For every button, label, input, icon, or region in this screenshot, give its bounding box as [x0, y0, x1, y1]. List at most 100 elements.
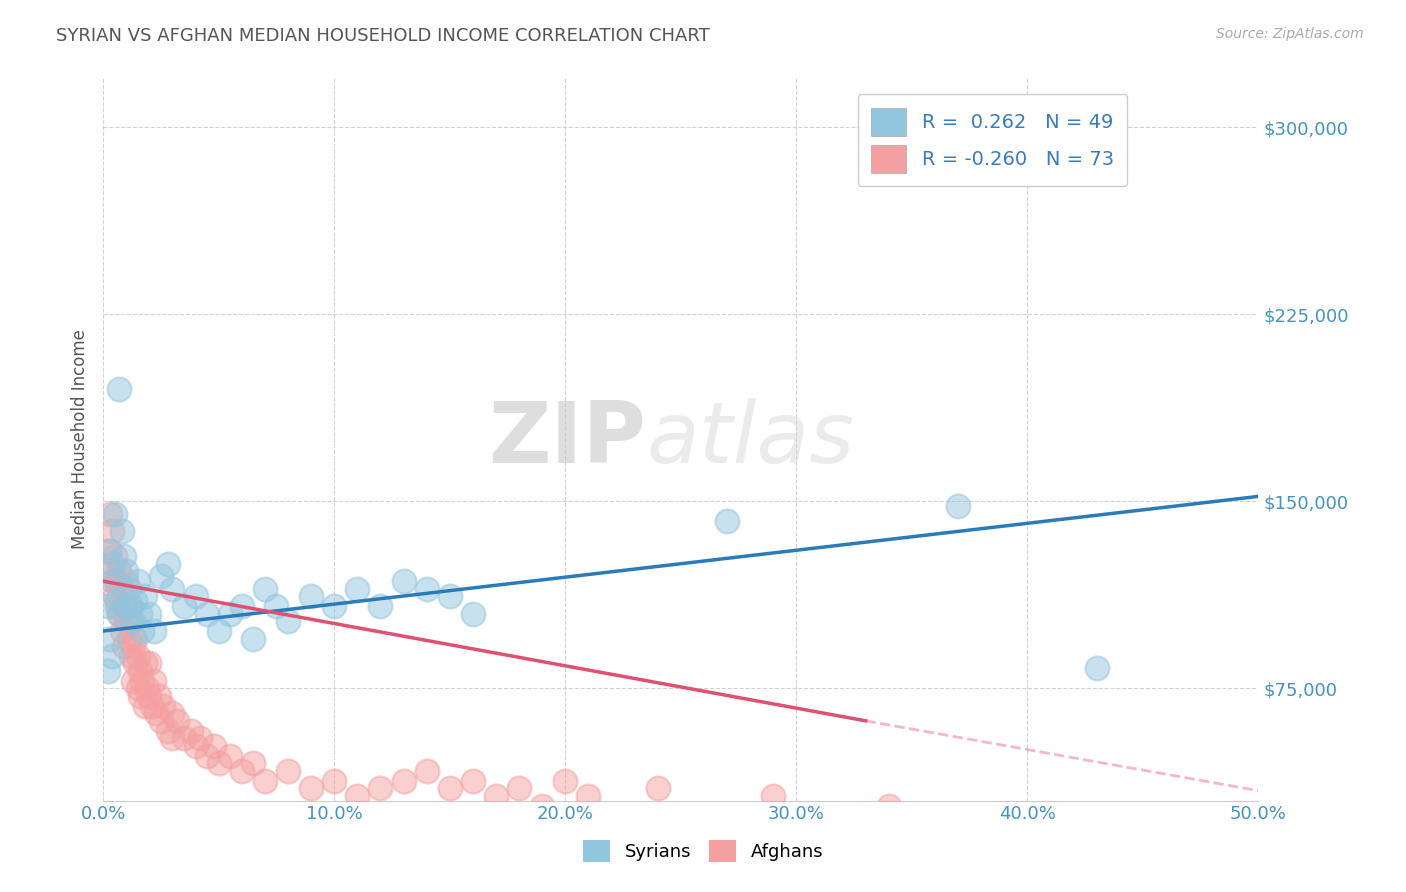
Point — [1085, 661, 1108, 675]
Point — [461, 607, 484, 621]
Point — [219, 607, 242, 621]
Point — [127, 681, 149, 696]
Point — [101, 574, 124, 589]
Point — [346, 789, 368, 803]
Point — [117, 632, 139, 646]
Point — [277, 764, 299, 778]
Point — [370, 781, 392, 796]
Point — [188, 731, 211, 746]
Point — [156, 723, 179, 738]
Point — [173, 731, 195, 746]
Point — [110, 582, 132, 596]
Point — [115, 614, 138, 628]
Point — [143, 624, 166, 638]
Point — [108, 382, 131, 396]
Point — [266, 599, 288, 613]
Point — [122, 673, 145, 688]
Point — [138, 689, 160, 703]
Point — [105, 594, 128, 608]
Point — [112, 549, 135, 564]
Point — [195, 748, 218, 763]
Point — [129, 664, 152, 678]
Point — [115, 564, 138, 578]
Point — [136, 681, 159, 696]
Point — [323, 599, 346, 613]
Point — [115, 599, 138, 613]
Point — [120, 599, 142, 613]
Point — [97, 599, 120, 613]
Point — [134, 589, 156, 603]
Point — [716, 514, 738, 528]
Point — [219, 748, 242, 763]
Point — [127, 648, 149, 663]
Point — [173, 599, 195, 613]
Point — [124, 657, 146, 671]
Point — [415, 764, 437, 778]
Legend: Syrians, Afghans: Syrians, Afghans — [575, 833, 831, 870]
Point — [129, 689, 152, 703]
Point — [162, 731, 184, 746]
Point — [104, 549, 127, 564]
Point — [110, 624, 132, 638]
Point — [392, 574, 415, 589]
Point — [105, 574, 128, 589]
Point — [208, 624, 231, 638]
Point — [554, 773, 576, 788]
Point — [104, 589, 127, 603]
Point — [149, 569, 172, 583]
Point — [98, 564, 121, 578]
Text: ZIP: ZIP — [488, 398, 647, 481]
Point — [115, 574, 138, 589]
Point — [134, 698, 156, 713]
Point — [162, 706, 184, 721]
Point — [138, 657, 160, 671]
Text: atlas: atlas — [647, 398, 853, 481]
Point — [112, 639, 135, 653]
Point — [98, 507, 121, 521]
Point — [138, 607, 160, 621]
Point — [117, 599, 139, 613]
Legend: R =  0.262   N = 49, R = -0.260   N = 73: R = 0.262 N = 49, R = -0.260 N = 73 — [858, 95, 1128, 186]
Point — [180, 723, 202, 738]
Y-axis label: Median Household Income: Median Household Income — [72, 329, 89, 549]
Point — [156, 557, 179, 571]
Point — [231, 764, 253, 778]
Point — [299, 589, 322, 603]
Point — [101, 524, 124, 539]
Point — [184, 739, 207, 753]
Point — [122, 614, 145, 628]
Point — [508, 781, 530, 796]
Point — [141, 698, 163, 713]
Point — [112, 599, 135, 613]
Point — [120, 614, 142, 628]
Point — [231, 599, 253, 613]
Point — [370, 599, 392, 613]
Point — [104, 507, 127, 521]
Point — [946, 500, 969, 514]
Point — [195, 607, 218, 621]
Point — [124, 594, 146, 608]
Point — [346, 582, 368, 596]
Point — [148, 689, 170, 703]
Point — [108, 564, 131, 578]
Point — [120, 648, 142, 663]
Point — [104, 574, 127, 589]
Point — [108, 607, 131, 621]
Point — [531, 798, 554, 813]
Point — [253, 582, 276, 596]
Point — [124, 632, 146, 646]
Point — [143, 673, 166, 688]
Point — [202, 739, 225, 753]
Point — [105, 599, 128, 613]
Point — [117, 582, 139, 596]
Point — [122, 639, 145, 653]
Text: SYRIAN VS AFGHAN MEDIAN HOUSEHOLD INCOME CORRELATION CHART: SYRIAN VS AFGHAN MEDIAN HOUSEHOLD INCOME… — [56, 27, 710, 45]
Point — [242, 756, 264, 771]
Point — [127, 574, 149, 589]
Point — [98, 544, 121, 558]
Point — [184, 589, 207, 603]
Point — [110, 524, 132, 539]
Point — [152, 698, 174, 713]
Point — [166, 714, 188, 728]
Point — [134, 657, 156, 671]
